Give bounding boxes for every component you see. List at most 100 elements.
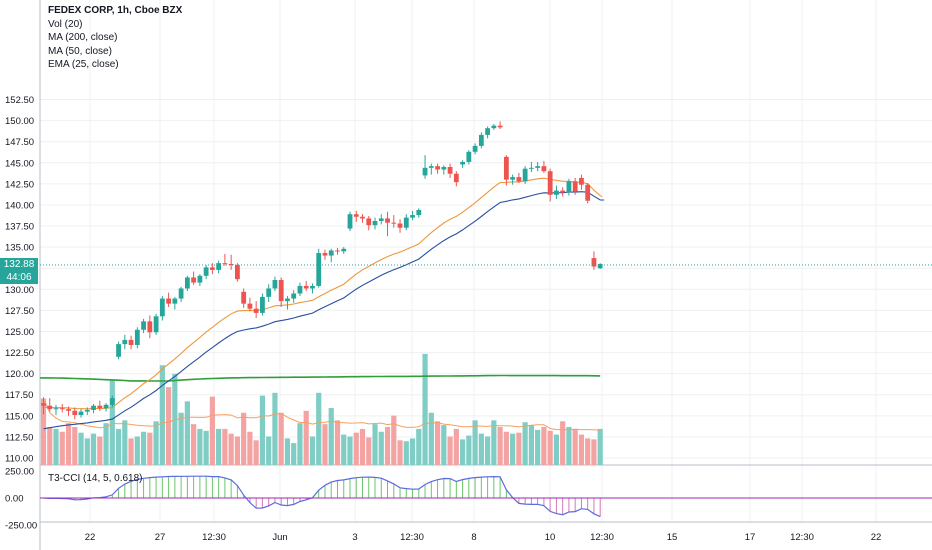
volume-bar — [353, 432, 359, 465]
candle-body — [585, 184, 591, 201]
volume-bar — [97, 436, 103, 465]
volume-bar — [372, 424, 378, 465]
cci-legend[interactable]: T3-CCI (14, 5, 0.618) — [48, 473, 143, 484]
candle-body — [341, 248, 347, 252]
volume-bar — [309, 436, 316, 465]
volume-bar — [472, 420, 478, 465]
legend-ma200[interactable]: MA (200, close) — [48, 32, 118, 43]
volume-bar — [447, 436, 453, 465]
volume-bar — [322, 424, 328, 465]
volume-bar — [434, 421, 441, 465]
volume-bar — [416, 428, 422, 465]
candle-body — [579, 177, 584, 185]
countdown-tag: 44:06 — [0, 271, 38, 284]
volume-bar — [115, 428, 122, 465]
candle-body — [59, 408, 65, 410]
candle-body — [460, 161, 465, 165]
volume-bar — [222, 428, 228, 465]
candle-body — [78, 411, 84, 415]
volume-bar — [578, 434, 585, 465]
volume-bar — [597, 428, 603, 465]
candle-body — [297, 285, 303, 294]
time-tick-label: 8 — [471, 532, 476, 543]
volume-bar — [366, 437, 372, 465]
volume-bar — [47, 427, 53, 465]
volume-bar — [147, 432, 153, 465]
last-price-tag: 132.88 — [0, 258, 38, 271]
legend: FEDEX CORP, 1h, Cboe BZX Vol (20) MA (20… — [48, 4, 182, 72]
candle-body — [147, 321, 153, 333]
time-tick-label: 3 — [352, 532, 357, 543]
candle-body — [91, 405, 96, 410]
candle-body — [335, 250, 340, 252]
candle-body — [353, 214, 359, 217]
legend-title[interactable]: FEDEX CORP, 1h, Cboe BZX — [48, 5, 183, 16]
candle-body — [109, 398, 115, 405]
candle-body — [203, 267, 209, 276]
time-tick-label: 22 — [85, 532, 96, 543]
candle-body — [397, 223, 403, 228]
time-tick-label: 12:30 — [790, 532, 814, 543]
volume-bar — [278, 412, 284, 465]
volume-bar — [191, 424, 197, 465]
candle-body — [122, 339, 128, 345]
ma50-line — [43, 191, 605, 430]
volume-bar — [103, 423, 109, 465]
candle-body — [141, 321, 146, 330]
price-tick-label: 152.50 — [5, 95, 34, 106]
candle-body — [410, 215, 415, 218]
volume-bar — [253, 440, 259, 465]
axes: 152.50150.00147.50145.00142.50140.00137.… — [5, 95, 881, 543]
volume-bar — [247, 431, 253, 465]
candle-body — [522, 168, 528, 182]
volume-bar — [334, 420, 341, 465]
volume-bar — [478, 433, 484, 465]
candle-body — [503, 156, 509, 180]
volume-bar — [503, 431, 509, 465]
price-tick-label: 135.00 — [5, 243, 34, 254]
price-tick-label: 122.50 — [5, 348, 34, 359]
candle-body — [528, 167, 534, 169]
volume-bar — [78, 432, 84, 465]
candle-body — [128, 339, 134, 345]
volume-ma-line — [43, 398, 601, 431]
candle-body — [541, 166, 547, 172]
legend-vol[interactable]: Vol (20) — [48, 18, 83, 30]
candle-body — [535, 166, 541, 168]
candle-body — [485, 128, 491, 135]
volume-bar — [384, 427, 391, 465]
price-tick-label: 112.50 — [5, 432, 33, 443]
candle-body — [278, 280, 284, 302]
volume-bar — [441, 425, 447, 465]
candle-body — [47, 405, 53, 410]
candle-body — [291, 293, 297, 299]
volume-bar — [453, 428, 459, 465]
price-tick-label: 147.50 — [5, 137, 34, 148]
price-tick-label: 120.00 — [5, 369, 34, 380]
candle-body — [472, 145, 478, 152]
volume-bar — [65, 423, 72, 465]
candle-body — [428, 166, 434, 168]
volume-bar — [90, 433, 97, 465]
candle-body — [466, 151, 472, 162]
candle-body — [72, 410, 78, 415]
candle-body — [372, 220, 378, 226]
candle-body — [441, 166, 447, 170]
volume-bar — [428, 412, 434, 465]
candle-body — [191, 277, 197, 283]
volume-bar — [122, 420, 128, 465]
candle-body — [322, 253, 328, 256]
legend-ma50[interactable]: MA (50, close) — [48, 45, 112, 57]
candle-body — [41, 403, 46, 406]
legend-ema25[interactable]: EMA (25, close) — [48, 59, 119, 70]
candle-body — [422, 167, 428, 176]
candle-body — [566, 181, 572, 193]
candle-body — [360, 216, 365, 219]
volume-bar — [510, 433, 516, 465]
candle-body — [178, 288, 184, 299]
cci-tick-label: -250.00 — [5, 521, 37, 532]
candle-body — [497, 125, 503, 128]
volume-bar — [491, 420, 497, 465]
candle-body — [235, 264, 240, 280]
